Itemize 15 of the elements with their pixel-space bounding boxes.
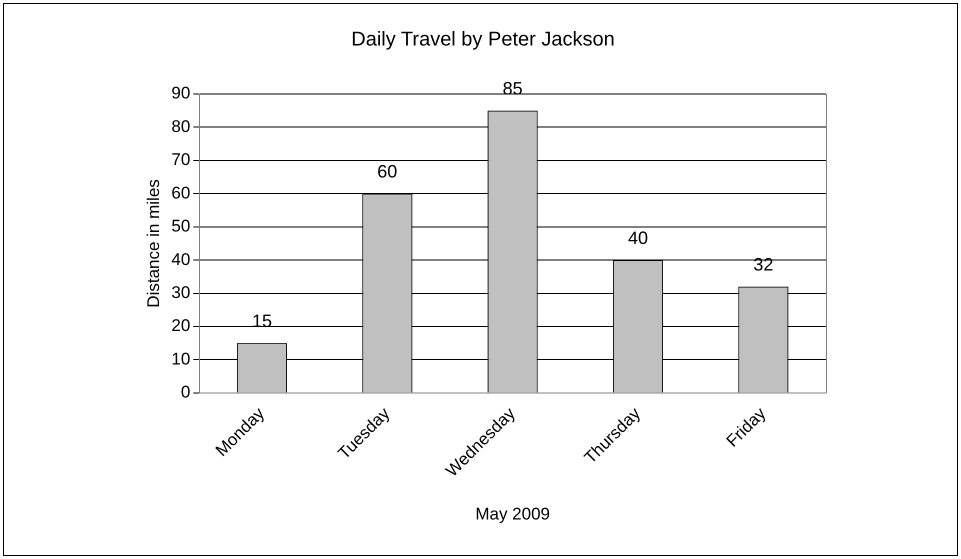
data-label: 60 xyxy=(377,162,398,182)
data-label: 40 xyxy=(628,228,648,248)
y-tick-label: 40 xyxy=(171,250,190,269)
y-tick-label: 30 xyxy=(171,282,190,302)
y-tick-label: 60 xyxy=(171,183,190,202)
y-tick-label: 20 xyxy=(171,316,190,336)
y-axis-title: Distance in miles xyxy=(144,179,163,308)
y-tick-label: 0 xyxy=(180,382,190,402)
y-tick-label: 90 xyxy=(171,84,190,103)
y-tick-label: 10 xyxy=(171,349,190,368)
y-tick-label: 70 xyxy=(171,150,190,170)
y-tick-label: 80 xyxy=(171,116,190,136)
x-axis-title: May 2009 xyxy=(475,504,550,524)
chart-title: Daily Travel by Peter Jackson xyxy=(351,28,615,51)
y-tick-label: 50 xyxy=(171,216,190,236)
